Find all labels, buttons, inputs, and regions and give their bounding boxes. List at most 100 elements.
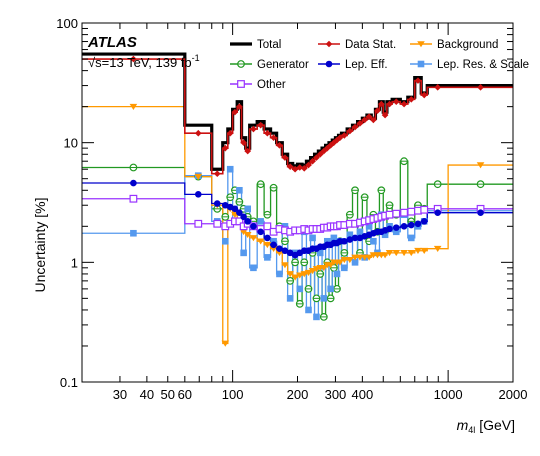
point-lep-eff [400,223,408,230]
point-data-stat [286,163,294,170]
point-lep-res-scale [370,237,377,245]
point-lep-res-scale [130,229,137,237]
point-data-stat [346,127,354,135]
point-lep-eff [286,249,294,257]
point-background [407,250,416,257]
point-data-stat [244,147,251,155]
point-lep-eff [341,237,348,245]
point-lep-res-scale [313,313,320,321]
legend-label-lep-eff: Lep. Eff. [345,59,388,71]
point-lep-res-scale [323,237,331,245]
point-lep-res-scale [392,228,400,236]
point-lep-eff [231,205,239,213]
point-other [129,194,138,203]
legend-label-total: Total [257,39,281,51]
point-background [414,247,422,255]
point-background [308,267,317,275]
experiment-label: ATLAS [87,34,137,51]
x-tick-label: 2000 [499,387,528,402]
point-data-stat [221,144,229,152]
x-tick-label: 200 [287,387,309,402]
point-background [249,235,258,242]
point-lep-eff [236,209,243,216]
y-axis-title: Uncertainty [%] [32,198,48,293]
point-lep-res-scale [320,295,328,302]
series-markers [129,55,485,347]
point-background [286,271,294,278]
point-lep-res-scale [351,259,359,266]
point-lep-res-scale [264,254,271,261]
point-lep-res-scale [346,231,354,239]
point-data-stat [226,129,234,137]
point-background [351,254,359,261]
point-other [392,209,401,218]
point-background [281,262,289,269]
point-background [300,271,309,278]
point-background [221,340,230,347]
point-background [239,228,248,236]
point-background [326,262,335,269]
point-data-stat [240,139,247,146]
point-other [235,217,244,226]
legend-marker-data-stat [325,40,333,48]
point-background [256,238,265,245]
point-data-stat [400,100,408,108]
point-background [433,245,442,252]
point-lep-res-scale [309,234,316,242]
energy-text: √s=13 TeV, 139 fb [88,55,192,70]
point-data-stat [330,139,338,146]
point-lep-eff [270,241,277,249]
point-other [414,206,422,215]
point-lep-res-scale [305,306,312,314]
point-background [400,250,408,257]
point-lep-res-scale [286,295,294,302]
plot-background [82,23,513,382]
point-data-stat [257,121,264,129]
legend-marker-other [237,80,245,88]
legend-marker-background [417,41,425,48]
point-other [385,210,394,219]
legend-marker-lep-eff [325,60,333,68]
point-data-stat [374,107,381,114]
point-lep-res-scale [333,270,341,278]
point-data-stat [381,111,389,119]
point-data-stat [351,123,359,131]
point-data-stat [276,142,283,149]
point-other [194,219,203,228]
point-lep-res-scale [341,264,348,272]
point-lep-res-scale [365,223,373,230]
point-data-stat [270,134,277,142]
x-axis-var: m [457,417,469,433]
point-data-stat [231,108,239,116]
point-data-stat [370,116,377,124]
point-lep-eff [264,234,271,242]
point-lep-eff [250,223,257,230]
point-other [420,205,429,214]
point-lep-eff [281,247,289,255]
point-background [385,250,394,257]
y-tick-label: 1 [71,255,78,270]
point-other [263,222,272,231]
point-background [304,269,313,276]
point-background [291,274,299,281]
point-lep-res-scale [250,264,257,272]
legend-label-generator: Generator [257,59,309,71]
point-lep-eff [407,221,415,229]
point-lep-eff [213,200,221,207]
point-data-stat [296,164,304,171]
point-data-stat [309,157,316,165]
point-data-stat [130,55,137,63]
point-data-stat [313,154,320,161]
point-lep-res-scale [270,237,277,245]
point-data-stat [434,84,441,91]
x-axis-sub: 4l [468,425,475,435]
point-lep-eff [414,220,422,228]
point-lep-res-scale [330,234,338,242]
point-data-stat [236,103,243,110]
x-tick-label: 100 [222,387,244,402]
point-data-stat [327,142,334,149]
x-axis-unit: [GeV] [475,417,515,433]
point-data-stat [392,98,400,105]
point-data-stat [250,125,257,133]
